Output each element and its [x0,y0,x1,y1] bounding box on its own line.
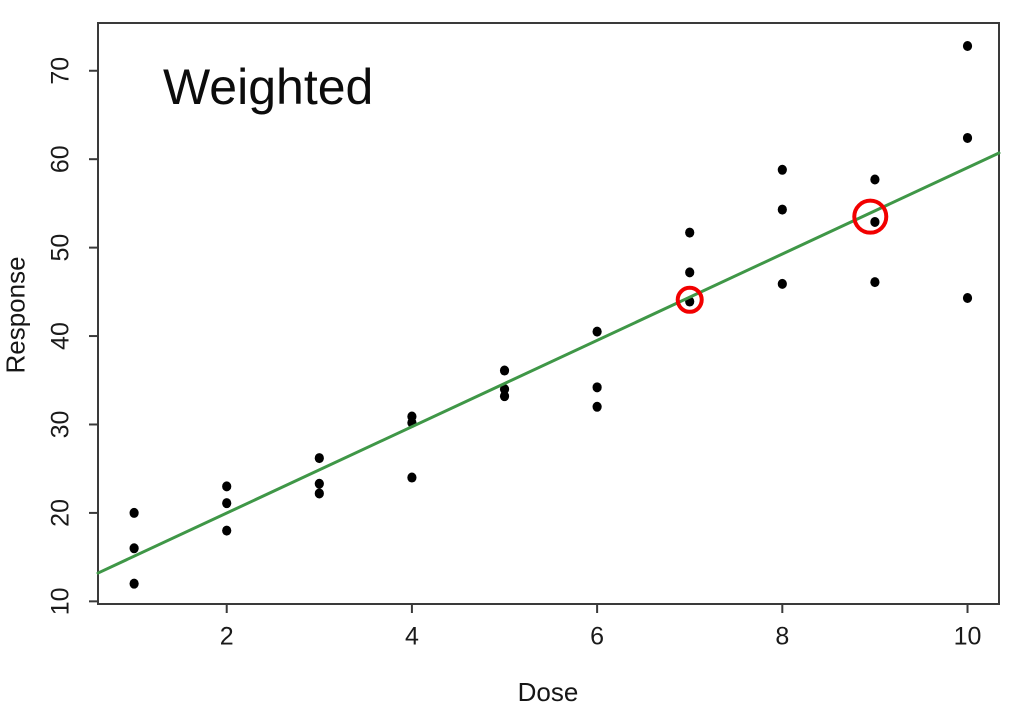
y-tick-label: 50 [47,234,75,262]
data-point [777,278,787,289]
regression-line [96,151,1001,575]
x-axis-label: Dose [517,677,579,704]
y-tick-label: 70 [47,57,75,85]
data-point [685,227,695,238]
data-point [499,391,510,402]
highlight-circle [675,285,704,314]
data-point [499,365,510,376]
highlight-circle [852,198,889,235]
data-point [870,174,880,185]
data-point [222,525,232,536]
data-point [314,453,324,464]
data-point [962,132,973,143]
data-point [962,40,973,51]
data-point [129,578,139,589]
data-point [129,507,139,518]
y-tick-label: 60 [47,145,75,173]
data-point [314,478,324,489]
data-point [592,326,602,337]
x-tick-label: 4 [405,623,419,651]
plot-title: Weighted [163,59,374,115]
data-point [314,488,324,499]
x-tick-label: 2 [220,623,234,651]
y-tick-label: 30 [47,411,75,439]
y-tick-label: 20 [47,499,75,527]
data-point [870,277,880,288]
data-point [777,204,787,215]
data-point [870,216,880,227]
data-point [592,401,602,412]
x-tick-label: 10 [954,623,982,651]
data-point [499,384,510,395]
data-point [685,267,695,278]
data-point [777,164,787,175]
x-tick-label: 8 [775,623,789,651]
data-point [222,498,232,509]
data-point [407,472,417,483]
data-point [129,543,139,554]
data-point [962,293,973,304]
y-tick-label: 40 [47,322,75,350]
y-axis-label: Response [0,256,31,374]
y-tick-label: 10 [47,587,75,615]
plot-box [97,22,1000,605]
x-tick-label: 6 [590,623,604,651]
data-point [592,382,602,393]
data-point [222,481,232,492]
